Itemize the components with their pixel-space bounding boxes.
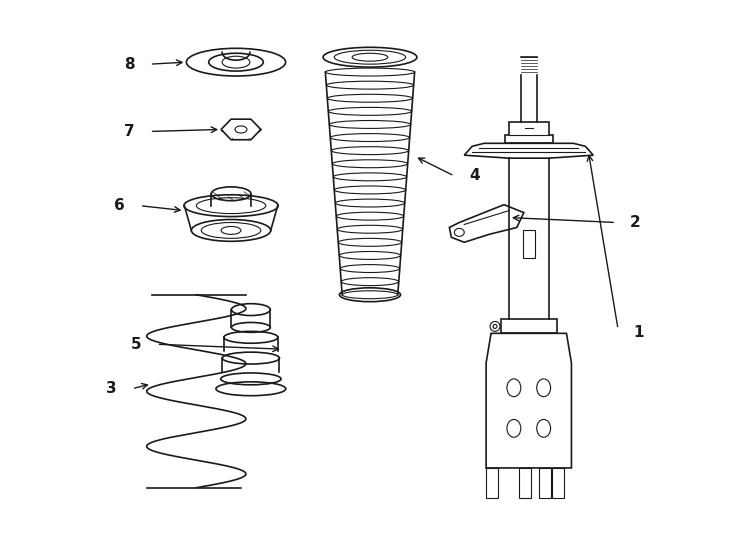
Text: 7: 7 (124, 124, 135, 139)
Text: 4: 4 (469, 168, 480, 184)
Text: 3: 3 (106, 381, 117, 396)
Text: 1: 1 (633, 325, 644, 340)
Text: 5: 5 (131, 337, 142, 352)
Text: 8: 8 (124, 57, 135, 72)
Text: 6: 6 (114, 198, 125, 213)
Text: 2: 2 (630, 215, 641, 230)
